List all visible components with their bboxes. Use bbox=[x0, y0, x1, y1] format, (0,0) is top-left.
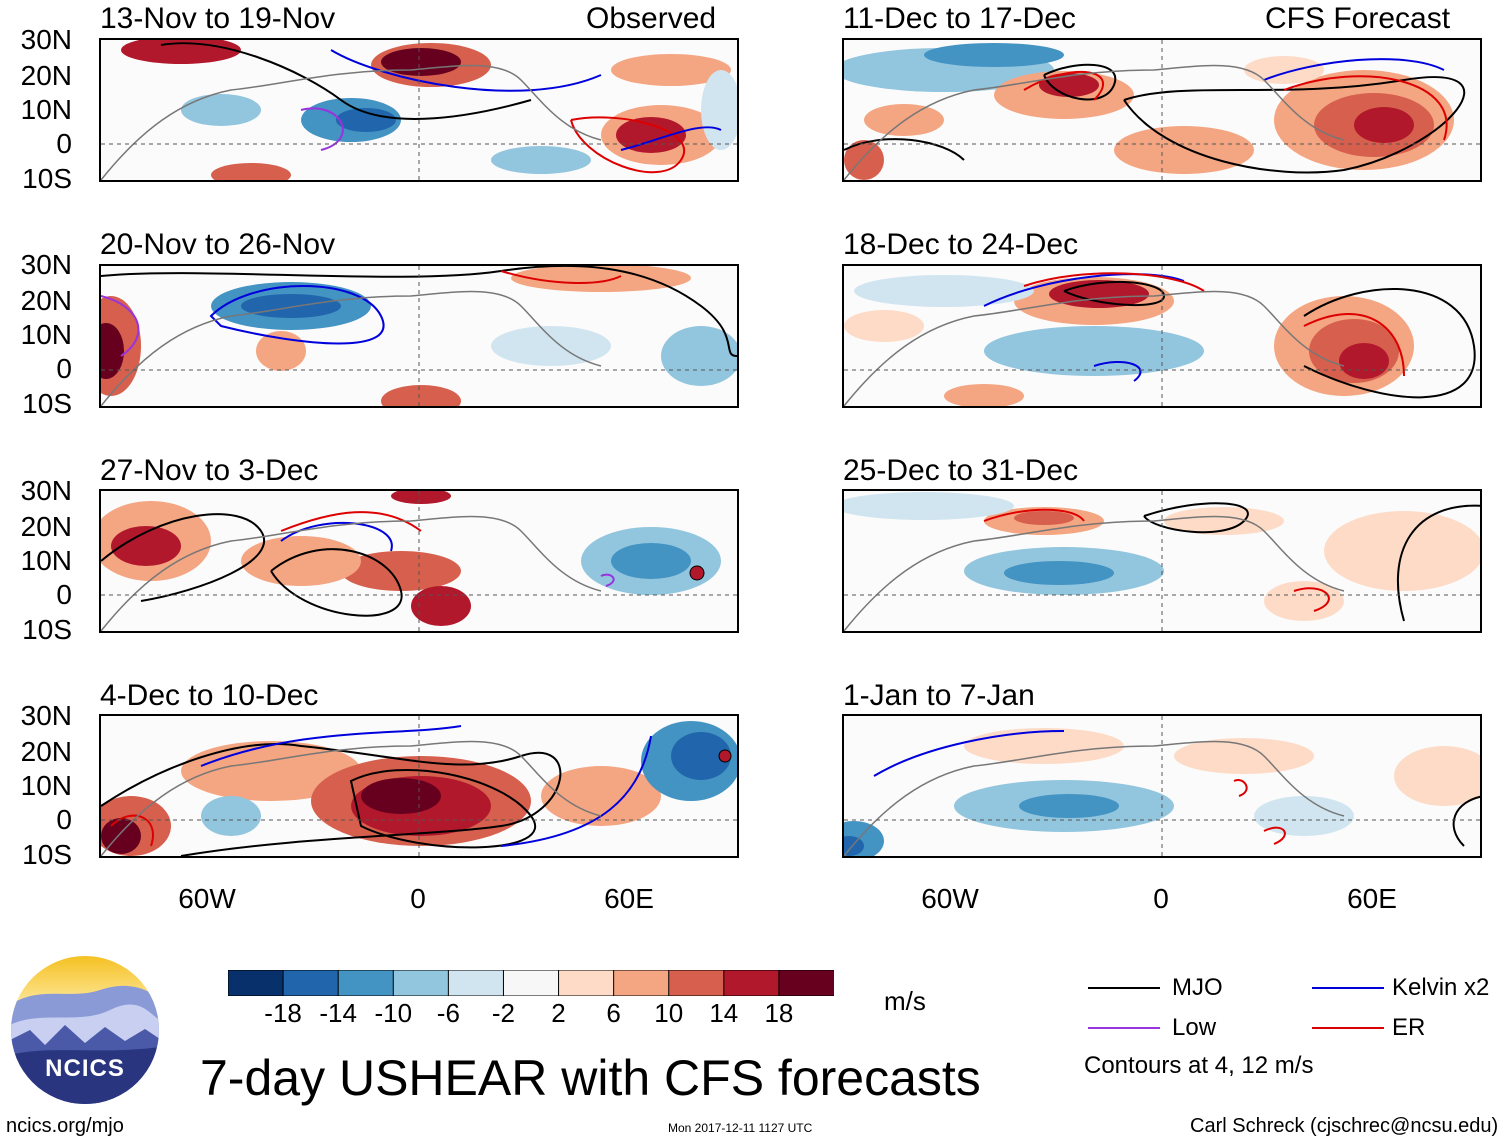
colorbar-tick-label: -10 bbox=[374, 998, 413, 1028]
map-panel bbox=[842, 38, 1482, 182]
colorbar-tick-label: 2 bbox=[551, 998, 566, 1028]
colorbar-swatch bbox=[502, 970, 560, 996]
lat-label: 10N bbox=[20, 319, 72, 350]
lon-label: 0 bbox=[1153, 883, 1169, 914]
colorbar-swatch bbox=[613, 970, 670, 996]
panel-title: 11-Dec to 17-Dec bbox=[843, 2, 1076, 35]
panel-title: 25-Dec to 31-Dec bbox=[843, 454, 1079, 487]
legend-line-kelvin bbox=[1312, 987, 1384, 989]
colorbar-tick-label: 18 bbox=[764, 998, 794, 1028]
map-panel bbox=[99, 714, 739, 858]
lat-label: 0 bbox=[56, 579, 72, 610]
colorbar-units: m/s bbox=[884, 986, 926, 1016]
colorbar-tick-label: 14 bbox=[709, 998, 739, 1028]
colorbar-swatch bbox=[447, 970, 505, 996]
lon-label: 60W bbox=[921, 883, 979, 914]
panel-title: 4-Dec to 10-Dec bbox=[100, 679, 319, 712]
panel-title: 18-Dec to 24-Dec bbox=[843, 228, 1079, 261]
panel-title: 27-Nov to 3-Dec bbox=[100, 454, 319, 487]
legend-line-low bbox=[1088, 1027, 1160, 1029]
lon-label: 0 bbox=[410, 883, 426, 914]
map-panel bbox=[842, 264, 1482, 408]
lat-label: 0 bbox=[56, 128, 72, 159]
map-panel bbox=[99, 264, 739, 408]
colorbar-swatch bbox=[282, 970, 340, 996]
colorbar-tick-label: -18 bbox=[264, 998, 302, 1028]
colorbar-swatch bbox=[228, 970, 285, 996]
panel-title: 20-Nov to 26-Nov bbox=[100, 228, 336, 261]
figure-title: 7-day USHEAR with CFS forecasts bbox=[200, 1050, 981, 1106]
colorbar-tick-label: -2 bbox=[491, 998, 516, 1028]
lat-label: 20N bbox=[20, 60, 72, 91]
legend-label-mjo: MJO bbox=[1172, 974, 1223, 1001]
lat-label: 10S bbox=[22, 839, 72, 870]
panel-tag-cfs-forecast: CFS Forecast bbox=[1265, 2, 1451, 35]
lat-label: 30N bbox=[20, 249, 72, 280]
colorbar-swatch bbox=[723, 970, 780, 996]
lat-label: 10S bbox=[22, 388, 72, 419]
lat-label: 10S bbox=[22, 614, 72, 645]
colorbar-tick-label: 10 bbox=[654, 998, 684, 1028]
source-url[interactable]: ncics.org/mjo bbox=[6, 1115, 124, 1137]
panel-title: 13-Nov to 19-Nov bbox=[100, 2, 336, 35]
timestamp: Mon 2017-12-11 1127 UTC bbox=[668, 1121, 813, 1135]
legend-note: Contours at 4, 12 m/s bbox=[1084, 1052, 1314, 1079]
colorbar-swatch bbox=[668, 970, 725, 996]
map-panel bbox=[99, 489, 739, 633]
colorbar-swatch bbox=[337, 970, 395, 996]
colorbar-tick-label: -6 bbox=[436, 998, 460, 1028]
lat-label: 10S bbox=[22, 163, 72, 194]
legend-label-kelvin: Kelvin x2 bbox=[1392, 974, 1490, 1001]
panel-title: 1-Jan to 7-Jan bbox=[843, 679, 1035, 712]
colorbar-swatch bbox=[778, 970, 834, 996]
panel-tag-observed: Observed bbox=[586, 2, 717, 35]
colorbar-swatch bbox=[392, 970, 450, 996]
lat-label: 20N bbox=[20, 511, 72, 542]
legend-label-er: ER bbox=[1392, 1014, 1426, 1041]
credit: Carl Schreck (cjschrec@ncsu.edu) bbox=[1190, 1115, 1499, 1137]
lat-label: 10N bbox=[20, 94, 72, 125]
ncics-logo: NCICS bbox=[10, 955, 160, 1105]
lat-label: 10N bbox=[20, 545, 72, 576]
logo-text: NCICS bbox=[45, 1055, 125, 1082]
map-panel bbox=[99, 38, 739, 182]
lat-label: 30N bbox=[20, 475, 72, 506]
colorbar-tick-label: -14 bbox=[319, 998, 357, 1028]
lon-label: 60W bbox=[178, 883, 236, 914]
map-panel bbox=[842, 714, 1482, 858]
lon-label: 60E bbox=[604, 883, 654, 914]
legend-label-low: Low bbox=[1172, 1014, 1217, 1041]
lat-label: 30N bbox=[20, 700, 72, 731]
lat-label: 30N bbox=[20, 24, 72, 55]
map-panel bbox=[842, 489, 1482, 633]
lat-label: 0 bbox=[56, 353, 72, 384]
lat-label: 20N bbox=[20, 736, 72, 767]
colorbar-swatches bbox=[228, 970, 834, 996]
legend-line-er bbox=[1312, 1027, 1384, 1029]
colorbar-swatch bbox=[558, 970, 615, 996]
lat-label: 10N bbox=[20, 770, 72, 801]
lon-label: 60E bbox=[1347, 883, 1397, 914]
legend-line-mjo bbox=[1088, 987, 1160, 989]
colorbar-tick-label: 6 bbox=[606, 998, 621, 1028]
lat-label: 0 bbox=[56, 804, 72, 835]
lat-label: 20N bbox=[20, 285, 72, 316]
